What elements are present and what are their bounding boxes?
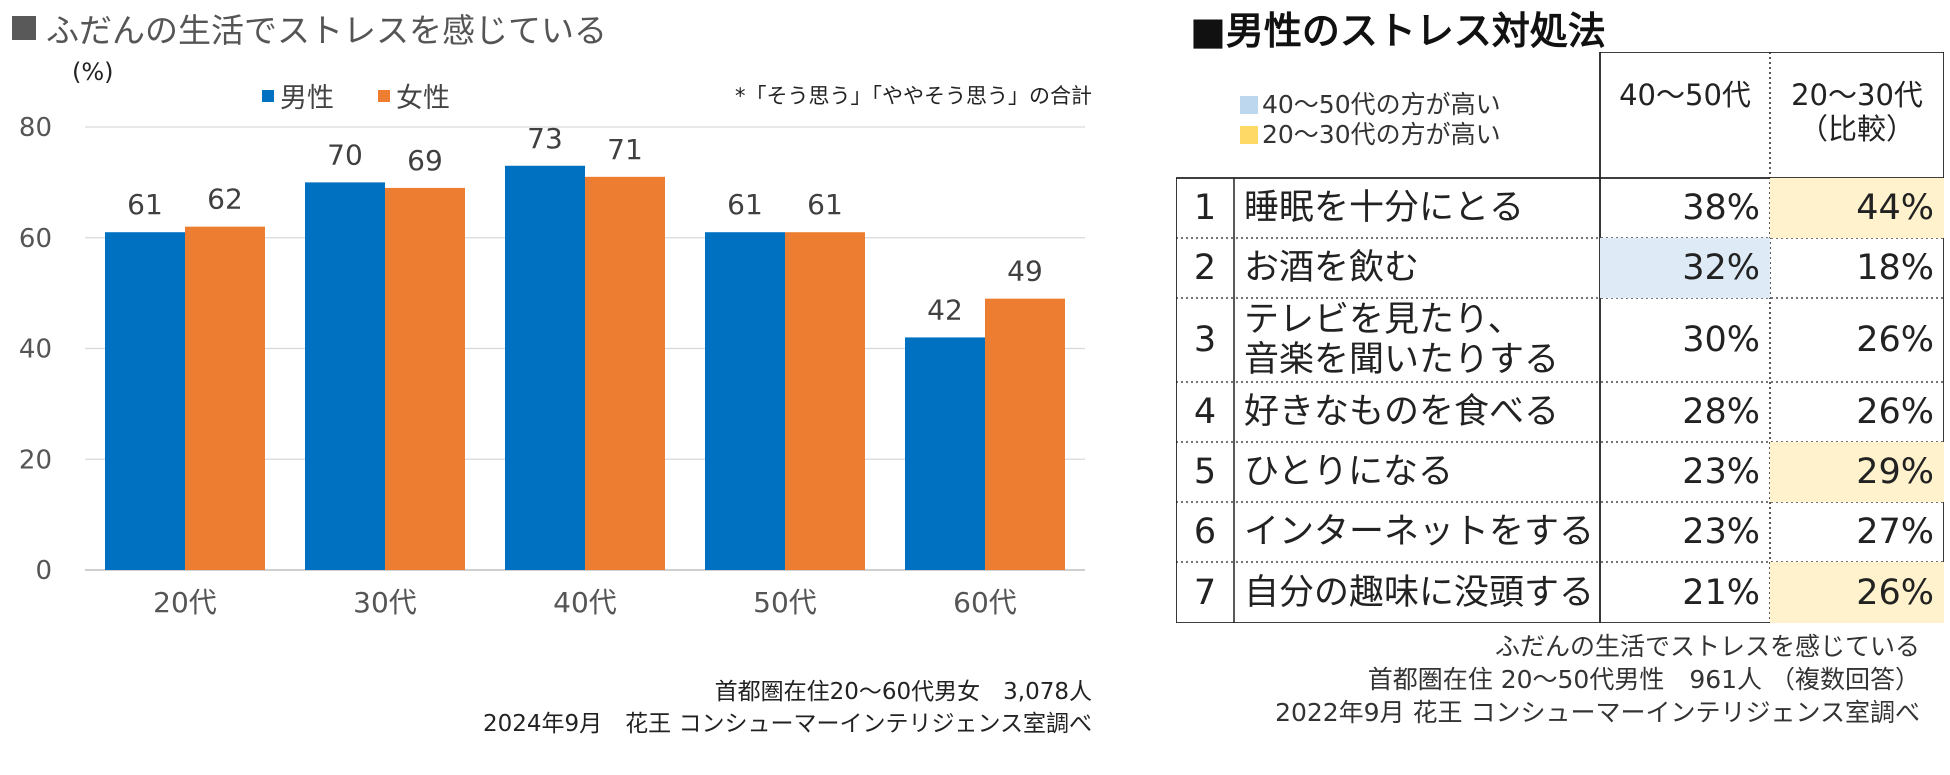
- x-tick-label-1: 30代: [353, 586, 417, 619]
- rank-cell: 1: [1193, 188, 1217, 228]
- bar-male-1: [305, 182, 385, 570]
- table-row: 5 ひとりになる 23% 29%: [1176, 442, 1944, 502]
- value-40-50s-cell: 28%: [1682, 392, 1760, 432]
- value-20-30s-cell: 26%: [1856, 392, 1934, 432]
- table-legend-label-older: 40～50代の方が高い: [1262, 90, 1501, 119]
- item-cell: テレビを見たり、 音楽を聞いたりする: [1244, 300, 1560, 380]
- rank-cell: 7: [1193, 572, 1217, 613]
- item-cell: 好きなものを食べる: [1244, 392, 1560, 432]
- x-tick-label-0: 20代: [153, 586, 217, 619]
- data-label-male-1: 70: [327, 138, 363, 171]
- chart-footnote: *「そう思う」「ややそう思う」の合計: [735, 84, 1092, 108]
- table-title: ■男性のストレス対処法: [1190, 9, 1606, 53]
- table-row: 2 お酒を飲む 32% 18%: [1176, 238, 1944, 298]
- table-legend-swatch-younger: [1240, 126, 1258, 144]
- x-tick-label-3: 50代: [753, 586, 817, 619]
- bar-male-0: [105, 232, 185, 570]
- y-tick-label-0: 0: [35, 556, 52, 586]
- table-source-line-3: 2022年9月 花王 コンシューマーインテリジェンス室調べ: [1275, 698, 1920, 727]
- chart-source-line-1: 首都圏在住20～60代男女 3,078人: [714, 679, 1092, 705]
- coping-table: 40～50代 20～30代 （比較） 1 睡眠を十分にとる 38% 44% 2 お酒を飲む…: [1176, 52, 1944, 623]
- legend-swatch-male: [262, 89, 274, 102]
- item-cell: お酒を飲む: [1244, 248, 1420, 288]
- title-square-icon: [12, 16, 36, 40]
- legend-swatch-female: [378, 89, 390, 102]
- x-tick-label-2: 40代: [553, 586, 617, 619]
- value-20-30s-cell: 29%: [1770, 442, 1944, 502]
- value-40-50s-cell: 23%: [1682, 452, 1760, 492]
- value-20-30s-cell: 27%: [1856, 512, 1934, 552]
- item-cell: ひとりになる: [1244, 452, 1453, 492]
- value-20-30s-cell: 44%: [1770, 178, 1944, 238]
- bar-male-4: [905, 337, 985, 570]
- item-cell: インターネットをする: [1244, 512, 1595, 552]
- chart-title-text: ふだんの生活でストレスを感じている: [46, 11, 607, 50]
- data-label-female-1: 69: [407, 144, 443, 177]
- table-row: 3 テレビを見たり、 音楽を聞いたりする 30% 26%: [1176, 298, 1944, 382]
- bar-female-1: [385, 187, 465, 570]
- bar-female-2: [585, 176, 665, 570]
- chart-source-line-2: 2024年9月 花王 コンシューマーインテリジェンス室調べ: [482, 711, 1092, 737]
- data-label-male-3: 61: [727, 188, 763, 221]
- bar-female-0: [185, 226, 265, 571]
- legend-label-male: 男性: [280, 83, 334, 114]
- rank-cell: 6: [1193, 512, 1217, 552]
- data-label-male-4: 42: [927, 293, 963, 326]
- chart-title: ふだんの生活でストレスを感じている: [12, 4, 607, 52]
- rank-cell: 4: [1193, 392, 1217, 432]
- data-label-female-4: 49: [1007, 255, 1043, 288]
- y-axis-unit: (%): [72, 58, 114, 86]
- y-tick-label-40: 40: [19, 335, 52, 365]
- y-tick-label-20: 20: [19, 445, 52, 475]
- data-label-female-2: 71: [607, 133, 643, 166]
- bar-male-2: [505, 165, 585, 570]
- table-row: 6 インターネットをする 23% 27%: [1176, 502, 1944, 562]
- data-label-female-3: 61: [807, 188, 843, 221]
- data-label-female-0: 62: [207, 183, 243, 216]
- table-legend-item-older: 40～50代の方が高い: [1240, 90, 1501, 120]
- value-40-50s-cell: 23%: [1682, 512, 1760, 552]
- table-source: ふだんの生活でストレスを感じている 首都圏在住 20～50代男性 961人 （複…: [1275, 630, 1920, 729]
- item-cell: 睡眠を十分にとる: [1244, 188, 1525, 228]
- value-20-30s-cell: 26%: [1770, 562, 1944, 623]
- value-20-30s-cell: 18%: [1856, 248, 1934, 288]
- legend-item-male: 男性: [262, 76, 334, 115]
- rank-cell: 3: [1193, 320, 1217, 360]
- value-40-50s-cell: 21%: [1682, 572, 1760, 613]
- legend-label-female: 女性: [396, 83, 450, 114]
- table-legend-item-younger: 20～30代の方が高い: [1240, 120, 1501, 150]
- item-cell: 自分の趣味に没頭する: [1244, 572, 1595, 613]
- table-source-line-1: ふだんの生活でストレスを感じている: [1494, 632, 1920, 661]
- table-row: 7 自分の趣味に没頭する 21% 26%: [1176, 562, 1944, 623]
- column-header-20-30s: 20～30代 （比較）: [1791, 78, 1923, 146]
- legend-item-female: 女性: [378, 76, 450, 115]
- rank-cell: 5: [1193, 452, 1217, 492]
- table-row: 1 睡眠を十分にとる 38% 44%: [1176, 178, 1944, 238]
- table-legend: 40～50代の方が高い 20～30代の方が高い: [1240, 90, 1501, 150]
- value-40-50s-cell: 30%: [1682, 320, 1760, 360]
- table-row: 4 好きなものを食べる 28% 26%: [1176, 382, 1944, 442]
- data-label-male-2: 73: [527, 122, 563, 155]
- bar-female-3: [785, 232, 865, 570]
- table-legend-label-younger: 20～30代の方が高い: [1262, 120, 1501, 149]
- value-40-50s-cell: 38%: [1682, 188, 1760, 228]
- column-header-40-50s: 40～50代: [1619, 78, 1751, 112]
- value-40-50s-cell: 32%: [1600, 238, 1770, 298]
- bar-male-3: [705, 232, 785, 570]
- table-legend-swatch-older: [1240, 96, 1258, 114]
- bar-female-4: [985, 298, 1065, 570]
- table-source-line-2: 首都圏在住 20～50代男性 961人 （複数回答）: [1367, 665, 1920, 694]
- chart-source: 首都圏在住20～60代男女 3,078人 2024年9月 花王 コンシューマーイ…: [483, 676, 1092, 740]
- bar-chart: 0 20 40 60 80 61 62 20代 70 69 30代 73 71 40代 61 61 50代 42 4…: [19, 113, 1085, 619]
- rank-cell: 2: [1193, 248, 1217, 288]
- y-tick-label-80: 80: [19, 113, 52, 143]
- y-tick-label-60: 60: [19, 224, 52, 254]
- chart-legend: 男性 女性: [262, 76, 450, 115]
- x-tick-label-4: 60代: [953, 586, 1017, 619]
- data-label-male-0: 61: [127, 188, 163, 221]
- value-20-30s-cell: 26%: [1856, 320, 1934, 360]
